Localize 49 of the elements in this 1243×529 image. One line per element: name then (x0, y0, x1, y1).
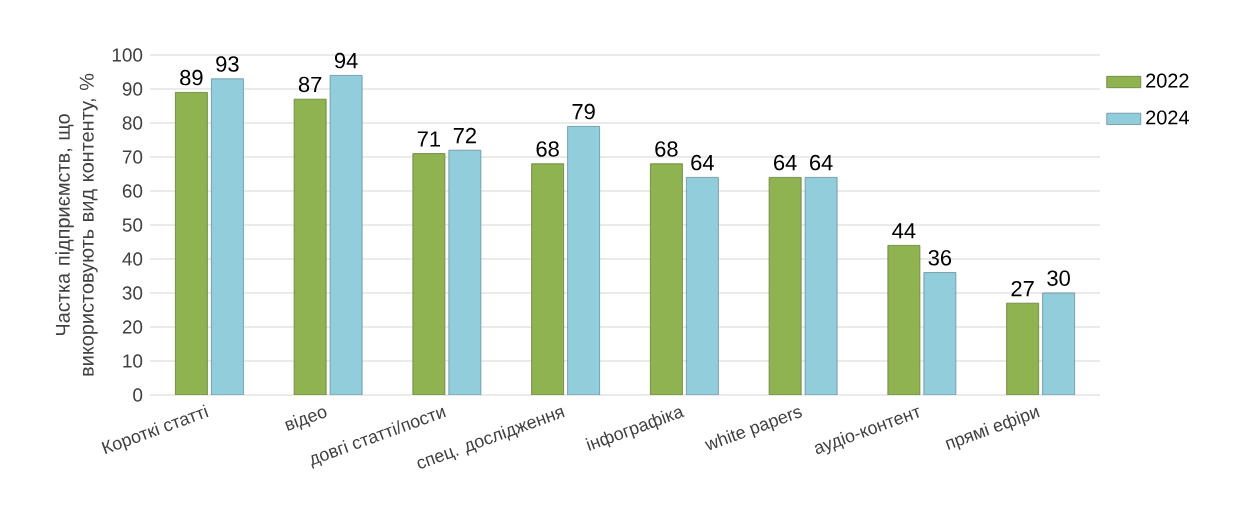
bar (649, 163, 683, 395)
bar (887, 245, 921, 395)
bar (923, 272, 957, 395)
y-tick-label: 30 (122, 286, 143, 300)
bar (685, 177, 719, 395)
y-tick-label: 90 (122, 82, 143, 96)
bar (412, 153, 446, 395)
y-tick-label: 0 (133, 388, 143, 402)
bar (329, 74, 363, 395)
x-tick-label: white papers (704, 408, 802, 451)
bar (448, 149, 482, 395)
data-label: 68 (536, 141, 559, 157)
data-label: 36 (928, 250, 952, 266)
bar (1042, 292, 1076, 395)
data-label: 72 (453, 127, 476, 144)
y-tick-label: 10 (123, 354, 143, 368)
bar (804, 177, 838, 395)
data-label: 87 (298, 76, 322, 93)
data-label: 64 (774, 154, 797, 171)
bar (210, 78, 244, 395)
y-tick-label: 50 (122, 218, 143, 232)
bar (293, 98, 327, 395)
y-axis-title: Частка підприємств, що використовують вид контенту, % (55, 73, 98, 376)
legend-label: 2022 (1146, 73, 1189, 88)
data-label: 71 (417, 131, 440, 147)
x-tick-label: прямі ефіри (945, 407, 1040, 450)
data-label: 30 (1047, 270, 1070, 286)
bar (768, 177, 802, 395)
data-label: 44 (892, 223, 916, 239)
x-tick-label: відео (285, 408, 327, 431)
y-tick-label: 60 (122, 184, 143, 198)
data-label: 27 (1011, 280, 1034, 297)
bar (1006, 302, 1040, 395)
data-label: 79 (572, 103, 595, 120)
data-label: 68 (655, 141, 678, 157)
bar (174, 91, 208, 395)
bar (531, 163, 565, 395)
data-label: 64 (810, 154, 833, 171)
legend-label: 2024 (1146, 110, 1189, 125)
y-tick-label: 80 (122, 116, 143, 130)
y-tick-label: 70 (122, 150, 143, 164)
data-label: 94 (334, 52, 358, 69)
y-tick-label: 20 (122, 320, 143, 334)
y-tick-label: 40 (122, 252, 143, 266)
bar (567, 126, 601, 395)
y-tick-label: 100 (112, 48, 143, 62)
data-label: 89 (180, 69, 203, 86)
data-label: 64 (691, 154, 714, 171)
data-label: 93 (216, 56, 239, 72)
